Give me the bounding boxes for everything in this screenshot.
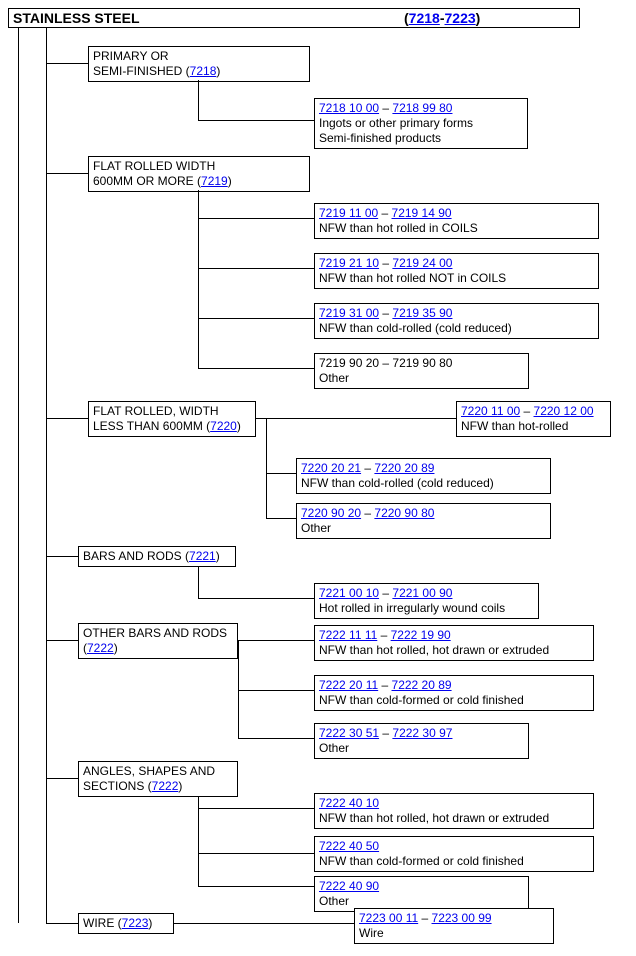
trunk-line-2 xyxy=(46,28,47,923)
leaf-7222-40-50: 7222 40 50 NFW than cold-formed or cold … xyxy=(314,836,594,872)
leaf-7219-21: 7219 21 10 – 7219 24 00 NFW than hot rol… xyxy=(314,253,599,289)
leaf-7220-11: 7220 11 00 – 7220 12 00 NFW than hot-rol… xyxy=(456,401,611,437)
cat-angles-7222: ANGLES, SHAPES AND SECTIONS (7222) xyxy=(78,761,238,797)
link-7220[interactable]: 7220 xyxy=(210,419,237,433)
link-7222a[interactable]: 7222 xyxy=(87,641,114,655)
header-box: STAINLESS STEEL (7218-7223) xyxy=(8,8,580,28)
cat-flat-7220: FLAT ROLLED, WIDTH LESS THAN 600MM (7220… xyxy=(88,401,256,437)
cat-wire-7223: WIRE (7223) xyxy=(78,913,174,934)
leaf-7219-90: 7219 90 20 – 7219 90 80 Other xyxy=(314,353,529,389)
trunk-line xyxy=(18,28,19,923)
leaf-7223-00: 7223 00 11 – 7223 00 99 Wire xyxy=(354,908,554,944)
leaf-7220-20: 7220 20 21 – 7220 20 89 NFW than cold-ro… xyxy=(296,458,551,494)
cat-other-bars-7222: OTHER BARS AND RODS (7222) xyxy=(78,623,238,659)
cat-bars-7221: BARS AND RODS (7221) xyxy=(78,546,236,567)
header-link-b[interactable]: 7223 xyxy=(445,10,476,26)
link-7222b[interactable]: 7222 xyxy=(152,779,179,793)
link-7219[interactable]: 7219 xyxy=(201,174,228,188)
leaf-7219-11: 7219 11 00 – 7219 14 90 NFW than hot rol… xyxy=(314,203,599,239)
header-range: (7218-7223) xyxy=(404,10,480,26)
link-7223[interactable]: 7223 xyxy=(122,916,149,930)
leaf-7222-40-10: 7222 40 10 NFW than hot rolled, hot draw… xyxy=(314,793,594,829)
leaf-7219-31: 7219 31 00 – 7219 35 90 NFW than cold-ro… xyxy=(314,303,599,339)
header-link-a[interactable]: 7218 xyxy=(409,10,440,26)
leaf-7221-00: 7221 00 10 – 7221 00 90 Hot rolled in ir… xyxy=(314,583,539,619)
link-7221[interactable]: 7221 xyxy=(189,549,216,563)
leaf-7222-20: 7222 20 11 – 7222 20 89 NFW than cold-fo… xyxy=(314,675,594,711)
leaf-7222-11: 7222 11 11 – 7222 19 90 NFW than hot rol… xyxy=(314,625,594,661)
leaf-7222-30: 7222 30 51 – 7222 30 97 Other xyxy=(314,723,529,759)
link-7218[interactable]: 7218 xyxy=(190,64,217,78)
cat-primary: PRIMARY OR SEMI-FINISHED (7218) xyxy=(88,46,310,82)
leaf-7222-40-90: 7222 40 90 Other xyxy=(314,876,529,912)
leaf-7220-90: 7220 90 20 – 7220 90 80 Other xyxy=(296,503,551,539)
tree-diagram: STAINLESS STEEL (7218-7223) PRIMARY OR S… xyxy=(8,8,628,948)
header-title: STAINLESS STEEL xyxy=(13,10,140,26)
cat-flat-7219: FLAT ROLLED WIDTH 600MM OR MORE (7219) xyxy=(88,156,310,192)
leaf-7218-10: 7218 10 00 – 7218 99 80 Ingots or other … xyxy=(314,98,528,149)
